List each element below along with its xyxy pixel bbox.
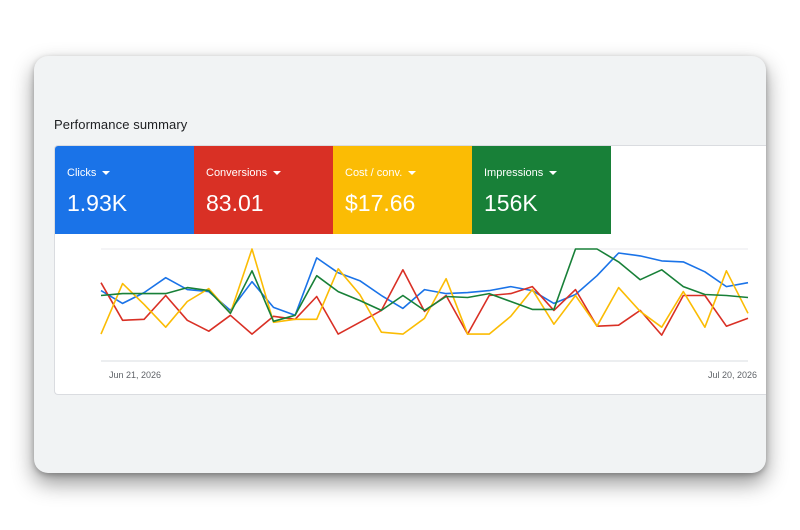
metric-label: Conversions	[206, 167, 268, 179]
caret-down-icon[interactable]	[408, 171, 417, 175]
series-line-clicks	[100, 252, 749, 317]
metric-tile-clicks[interactable]: Clicks 1.93K	[55, 146, 194, 234]
caret-down-icon[interactable]	[549, 171, 558, 175]
series-line-conversions	[100, 269, 749, 336]
metric-tile-header: Cost / conv.	[345, 166, 472, 180]
metric-tile-cost-per-conversion[interactable]: Cost / conv. $17.66	[333, 146, 472, 234]
caret-down-icon[interactable]	[273, 171, 282, 175]
metric-tile-impressions[interactable]: Impressions 156K	[472, 146, 611, 234]
x-axis-tick-start: Jun 21, 2026	[109, 370, 162, 380]
metric-label: Cost / conv.	[345, 167, 403, 179]
metric-tile-conversions[interactable]: Conversions 83.01	[194, 146, 333, 234]
performance-summary-card: Clicks 1.93K Conversions 83.01 Cost / co…	[54, 145, 766, 395]
app-window: Performance summary Clicks 1.93K Convers…	[34, 56, 766, 473]
metric-label: Impressions	[484, 167, 544, 179]
metric-value: 83.01	[206, 190, 264, 216]
metric-tile-header: Conversions	[206, 166, 333, 180]
metric-label: Clicks	[67, 167, 97, 179]
section-title: Performance summary	[54, 117, 188, 132]
x-axis-tick-end: Jul 20, 2026	[707, 370, 757, 380]
performance-line-chart	[100, 248, 749, 362]
series-line-impressions	[100, 248, 749, 323]
metric-value: 156K	[484, 190, 538, 216]
metric-tile-header: Impressions	[484, 166, 611, 180]
series-line-cost-conv	[100, 248, 749, 335]
metric-tile-header: Clicks	[67, 166, 194, 180]
caret-down-icon[interactable]	[102, 171, 111, 175]
metric-value: $17.66	[345, 190, 416, 216]
metric-value: 1.93K	[67, 190, 128, 216]
metric-tiles: Clicks 1.93K Conversions 83.01 Cost / co…	[55, 146, 611, 234]
